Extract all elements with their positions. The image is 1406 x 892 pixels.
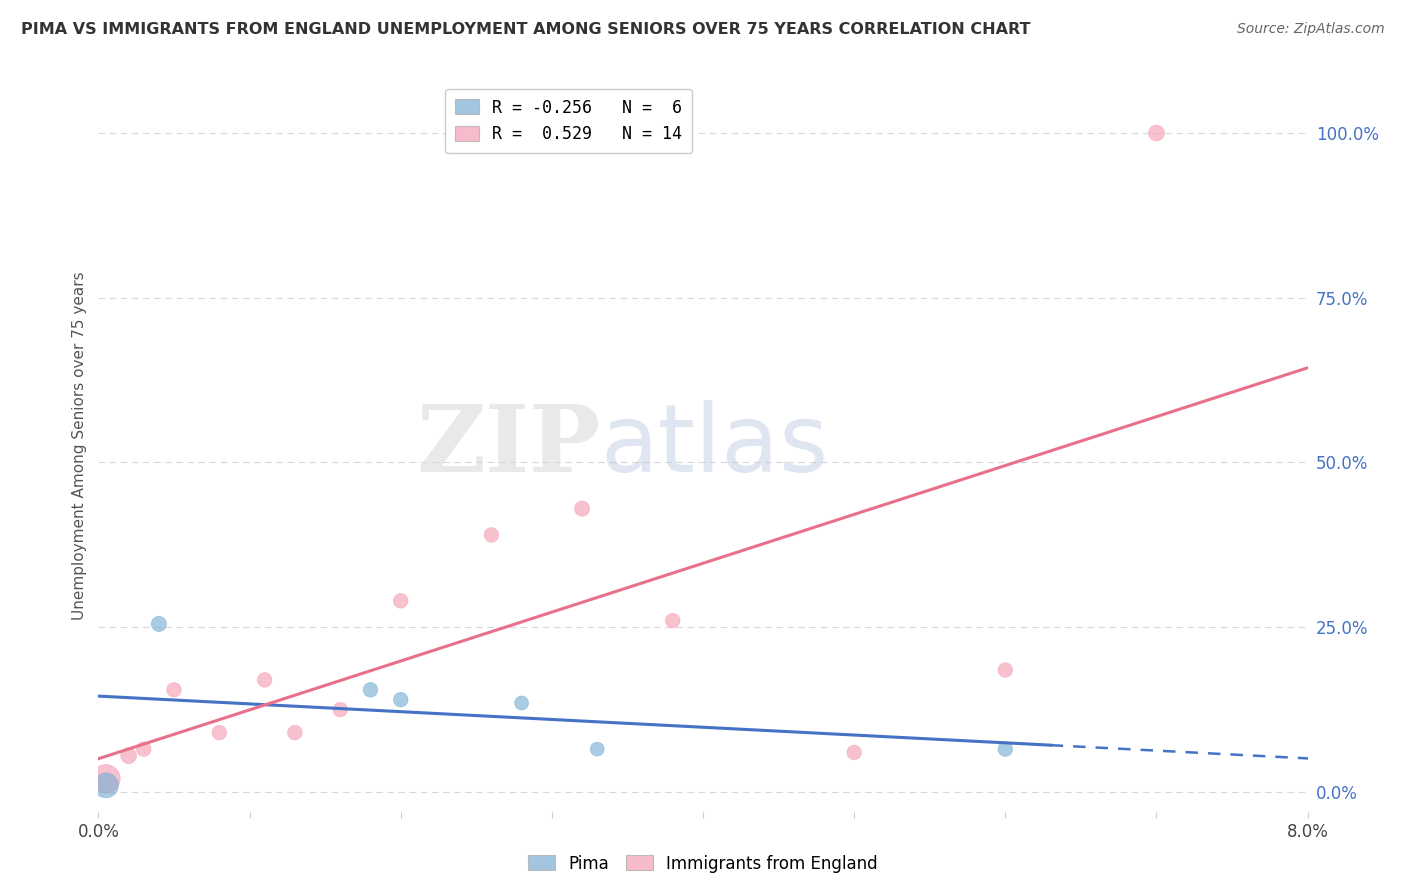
Point xyxy=(253,673,276,687)
Point xyxy=(389,594,412,608)
Point xyxy=(132,742,155,756)
Legend: R = -0.256   N =  6, R =  0.529   N = 14: R = -0.256 N = 6, R = 0.529 N = 14 xyxy=(446,88,692,153)
Text: PIMA VS IMMIGRANTS FROM ENGLAND UNEMPLOYMENT AMONG SENIORS OVER 75 YEARS CORRELA: PIMA VS IMMIGRANTS FROM ENGLAND UNEMPLOY… xyxy=(21,22,1031,37)
Point xyxy=(571,501,593,516)
Point xyxy=(481,528,503,542)
Point xyxy=(662,614,685,628)
Point xyxy=(844,746,866,760)
Point xyxy=(94,772,117,786)
Point xyxy=(284,725,307,739)
Text: ZIP: ZIP xyxy=(416,401,600,491)
Point xyxy=(389,692,412,706)
Point xyxy=(510,696,533,710)
Point xyxy=(118,748,141,763)
Point xyxy=(329,702,352,716)
Text: atlas: atlas xyxy=(600,400,828,492)
Point xyxy=(994,742,1017,756)
Point xyxy=(586,742,609,756)
Point xyxy=(208,725,231,739)
Text: Source: ZipAtlas.com: Source: ZipAtlas.com xyxy=(1237,22,1385,37)
Point xyxy=(994,663,1017,677)
Point xyxy=(1146,126,1168,140)
Point xyxy=(360,682,382,697)
Legend: Pima, Immigrants from England: Pima, Immigrants from England xyxy=(522,848,884,880)
Point xyxy=(148,616,170,631)
Point xyxy=(94,778,117,792)
Point xyxy=(163,682,186,697)
Y-axis label: Unemployment Among Seniors over 75 years: Unemployment Among Seniors over 75 years xyxy=(72,272,87,620)
